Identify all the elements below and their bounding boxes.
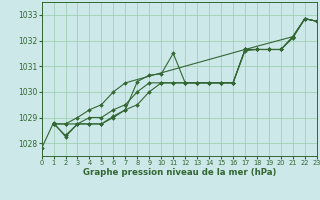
X-axis label: Graphe pression niveau de la mer (hPa): Graphe pression niveau de la mer (hPa) [83,168,276,177]
